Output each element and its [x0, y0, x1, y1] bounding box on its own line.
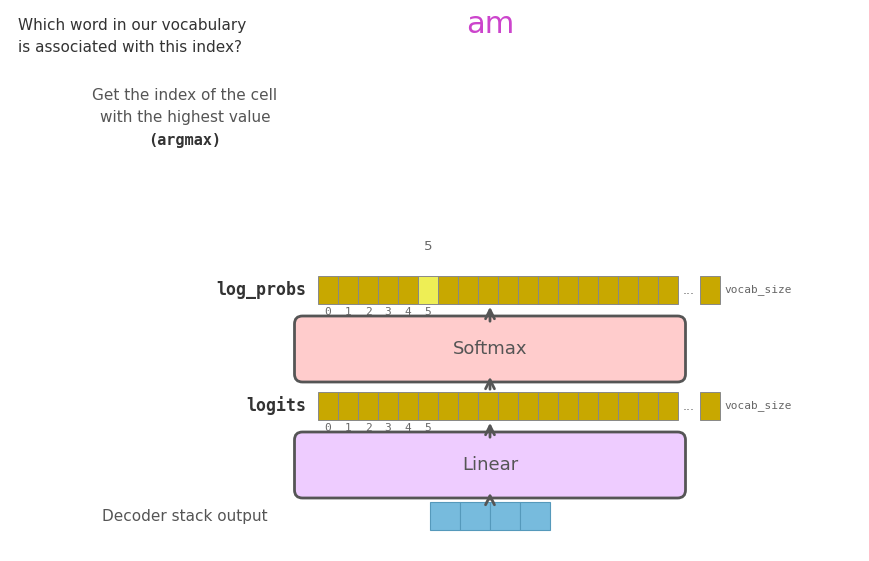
- Text: Linear: Linear: [462, 456, 518, 474]
- Bar: [318, 276, 338, 304]
- Bar: [700, 276, 720, 304]
- Bar: [578, 276, 598, 304]
- Bar: [458, 392, 478, 420]
- Bar: [490, 502, 520, 530]
- Text: Softmax: Softmax: [453, 340, 527, 358]
- FancyBboxPatch shape: [295, 316, 686, 382]
- Text: vocab_size: vocab_size: [724, 401, 792, 411]
- Text: with the highest value: with the highest value: [100, 110, 270, 125]
- Text: Which word in our vocabulary: Which word in our vocabulary: [18, 18, 246, 33]
- Bar: [520, 502, 550, 530]
- Bar: [658, 392, 678, 420]
- Text: 5: 5: [425, 307, 431, 317]
- Bar: [478, 276, 498, 304]
- Bar: [438, 392, 458, 420]
- Bar: [498, 276, 518, 304]
- Text: 4: 4: [405, 423, 411, 433]
- Text: 4: 4: [405, 307, 411, 317]
- Bar: [618, 276, 638, 304]
- Bar: [338, 276, 358, 304]
- Text: Get the index of the cell: Get the index of the cell: [92, 88, 277, 103]
- Bar: [598, 276, 618, 304]
- Bar: [478, 392, 498, 420]
- Bar: [430, 502, 460, 530]
- Bar: [518, 276, 538, 304]
- Bar: [460, 502, 490, 530]
- Text: 0: 0: [325, 423, 331, 433]
- Bar: [338, 392, 358, 420]
- Text: 5: 5: [425, 423, 431, 433]
- Text: ...: ...: [683, 283, 695, 297]
- Text: vocab_size: vocab_size: [724, 284, 792, 296]
- Bar: [458, 276, 478, 304]
- Text: is associated with this index?: is associated with this index?: [18, 40, 242, 55]
- Text: logits: logits: [246, 397, 306, 416]
- Bar: [538, 392, 558, 420]
- Text: 0: 0: [325, 307, 331, 317]
- Text: 2: 2: [365, 307, 371, 317]
- Bar: [398, 392, 418, 420]
- FancyBboxPatch shape: [295, 432, 686, 498]
- Text: 2: 2: [365, 423, 371, 433]
- Bar: [378, 392, 398, 420]
- Bar: [578, 392, 598, 420]
- Bar: [558, 392, 578, 420]
- Text: Decoder stack output: Decoder stack output: [103, 508, 268, 523]
- Bar: [518, 392, 538, 420]
- Bar: [638, 276, 658, 304]
- Bar: [418, 276, 438, 304]
- Text: 1: 1: [345, 307, 351, 317]
- Text: 1: 1: [345, 423, 351, 433]
- Text: 5: 5: [424, 240, 432, 252]
- Bar: [318, 392, 338, 420]
- Bar: [638, 392, 658, 420]
- Bar: [398, 276, 418, 304]
- Text: 3: 3: [385, 423, 391, 433]
- Bar: [700, 392, 720, 420]
- Text: 3: 3: [385, 307, 391, 317]
- Bar: [438, 276, 458, 304]
- Text: log_probs: log_probs: [216, 281, 306, 299]
- Bar: [418, 392, 438, 420]
- Text: ...: ...: [683, 399, 695, 412]
- Bar: [358, 276, 378, 304]
- Text: am: am: [466, 10, 514, 39]
- Bar: [558, 276, 578, 304]
- Bar: [498, 392, 518, 420]
- Text: (argmax): (argmax): [149, 133, 222, 148]
- Bar: [358, 392, 378, 420]
- Bar: [618, 392, 638, 420]
- Bar: [658, 276, 678, 304]
- Bar: [538, 276, 558, 304]
- Bar: [378, 276, 398, 304]
- Bar: [598, 392, 618, 420]
